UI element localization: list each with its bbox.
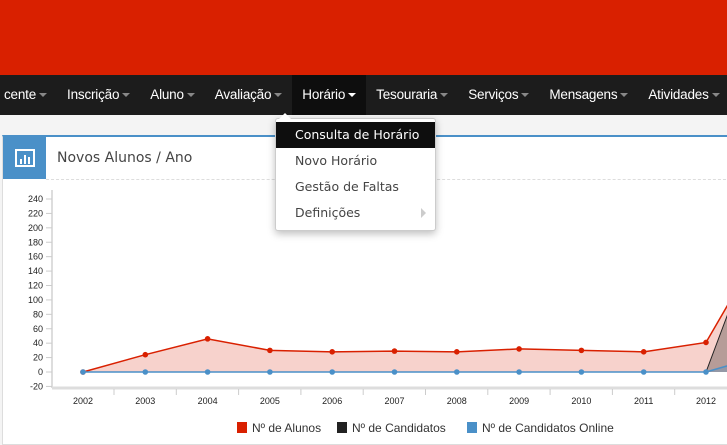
data-point [516,369,522,375]
y-tick-label: 220 [28,208,43,218]
x-tick-label: 2005 [260,396,280,406]
menu-item-label: Consulta de Horário [295,127,420,142]
caret-down-icon [39,93,48,97]
nav-item-tesouraria[interactable]: Tesouraria [366,75,458,115]
nav-item-mensagens[interactable]: Mensagens [539,75,638,115]
data-point [640,349,647,355]
main-nav: cente Inscrição Aluno Avaliação Horário Tesou… [0,75,727,115]
caret-down-icon [620,93,629,97]
x-tick-label: 2010 [571,396,591,406]
data-point [391,369,398,375]
nav-item-label: Horário [302,87,346,102]
y-tick-label: 80 [33,309,43,319]
data-point [80,369,86,375]
legend-swatch [237,422,247,433]
data-point [267,369,273,375]
y-tick-label: 60 [33,324,43,334]
nav-item-label: Tesouraria [376,87,438,102]
y-tick-label: 100 [28,295,43,305]
nav-item-label: Mensagens [549,87,618,102]
y-tick-label: 180 [28,237,43,247]
menu-item-label: Gestão de Faltas [295,179,399,194]
legend-label[interactable]: Nº de Candidatos Online [482,421,614,435]
y-tick-label: -20 [30,381,43,391]
data-point [204,369,211,375]
chevron-right-icon [421,208,426,218]
y-tick-label: 120 [28,281,43,291]
x-tick-label: 2012 [696,396,716,406]
series-line [82,304,727,373]
nav-item-serviços[interactable]: Serviços [458,75,539,115]
legend-swatch [337,422,347,433]
legend-label[interactable]: Nº de Candidatos [352,421,446,435]
caret-down-icon [521,93,530,97]
y-tick-label: 40 [33,338,43,348]
menu-item[interactable]: Novo Horário [276,148,435,174]
nav-item-avaliação[interactable]: Avaliação [205,75,293,115]
x-tick-label: 2004 [198,396,218,406]
x-tick-label: 2002 [73,396,93,406]
x-tick-label: 2006 [322,396,342,406]
y-tick-label: 200 [28,223,43,233]
caret-down-icon [711,93,720,97]
legend-label[interactable]: Nº de Alunos [252,421,321,435]
horario-dropdown-menu: Consulta de Horário Novo Horário Gestão de… [275,113,436,231]
x-tick-label: 2007 [384,396,404,406]
data-point [640,369,647,375]
y-tick-label: 20 [33,353,43,363]
data-point [703,339,709,346]
data-point [204,336,211,342]
data-point [516,346,522,352]
nav-item-cente[interactable]: cente [0,75,57,115]
menu-item[interactable]: Gestão de Faltas [276,174,435,200]
y-tick-label: 0 [38,367,43,377]
y-tick-label: 240 [28,194,43,204]
data-point [267,347,273,354]
menu-item-label: Definições [295,205,361,220]
menu-item[interactable]: Consulta de Horário [276,122,435,148]
data-point [454,349,460,355]
bar-chart-icon [3,137,46,179]
data-point [142,369,149,375]
x-tick-label: 2008 [447,396,467,406]
legend-swatch [467,422,477,433]
series-area [83,306,727,372]
caret-down-icon [274,93,283,97]
panel-title: Novos Alunos / Ano [57,150,193,166]
nav-item-horário[interactable]: Horário [292,75,367,115]
nav-item-label: cente [4,87,37,102]
x-tick-label: 2009 [509,396,529,406]
x-tick-label: 2003 [135,396,155,406]
nav-item-label: Aluno [150,87,184,102]
nav-item-label: Serviços [468,87,519,102]
data-point [329,369,336,375]
data-point [703,369,709,375]
series-line [83,365,727,373]
nav-item-label: Atividades [648,87,709,102]
caret-down-icon [186,93,195,97]
nav-item-atividades[interactable]: Atividades [638,75,727,115]
menu-item[interactable]: Definições [276,200,435,226]
line-chart: 240220200180160140120100806040200-202002… [28,190,727,435]
nav-item-inscrição[interactable]: Inscrição [57,75,140,115]
nav-item-label: Inscrição [67,87,120,102]
y-tick-label: 140 [28,266,43,276]
data-point [142,351,149,358]
data-point [578,369,585,375]
caret-down-icon [122,93,131,97]
nav-item-label: Avaliação [214,87,272,102]
caret-down-icon [440,93,449,97]
menu-item-label: Novo Horário [295,153,378,168]
data-point [329,349,336,355]
data-point [391,348,398,354]
x-tick-label: 2011 [634,396,653,406]
data-point [454,369,460,375]
nav-item-aluno[interactable]: Aluno [140,75,205,115]
header-banner [0,0,727,75]
y-tick-label: 160 [28,252,43,262]
data-point [578,347,585,354]
caret-down-icon [348,93,357,97]
